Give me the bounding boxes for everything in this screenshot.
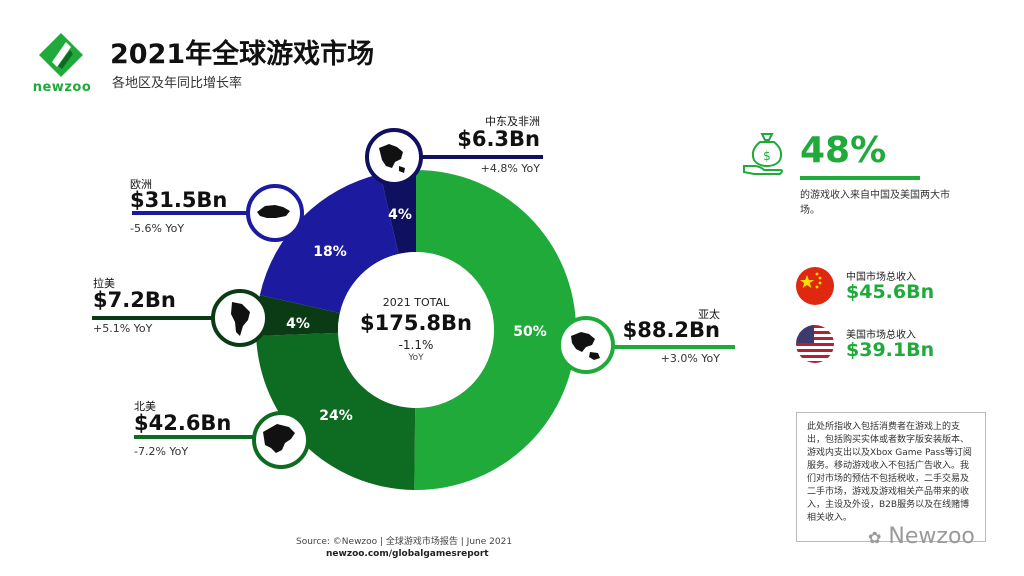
slice-north-america — [256, 332, 416, 490]
usa-flag-icon — [796, 325, 834, 363]
slice-percent-latam: 4% — [286, 316, 310, 332]
map-bubble-latam — [211, 289, 269, 347]
china-flag-icon — [796, 267, 834, 305]
map-bubble-apac — [557, 316, 615, 374]
money-bag-hand-icon: $ — [743, 133, 783, 175]
north-america-map-icon — [263, 424, 295, 453]
region-yoy-mea: +4.8% YoY — [480, 162, 540, 175]
europe-map-icon — [257, 205, 290, 218]
region-yoy-europe: -5.6% YoY — [130, 222, 185, 235]
slice-percent-labels: 50% 24% 4% 18% 4% — [286, 207, 547, 424]
region-label-north-america: 北美 — [134, 400, 156, 413]
center-yoy-label: YoY — [408, 353, 424, 363]
map-bubble-europe — [246, 184, 304, 242]
stat-percent: 48% — [800, 130, 887, 171]
region-yoy-north-america: -7.2% YoY — [134, 445, 189, 458]
region-value-mea: $6.3Bn — [457, 127, 540, 151]
slice-percent-mea: 4% — [388, 207, 412, 223]
slice-apac — [414, 170, 576, 490]
region-value-north-america: $42.6Bn — [134, 411, 232, 435]
china-market-value: $45.6Bn — [846, 281, 935, 303]
region-yoy-apac: +3.0% YoY — [660, 352, 720, 365]
source-line: Source: ©Newzoo | 全球游戏市场报告 | June 2021 — [296, 537, 513, 547]
center-total-value: $175.8Bn — [360, 311, 472, 335]
wechat-icon: ✿ — [868, 528, 882, 547]
watermark-text: Newzoo — [888, 524, 975, 549]
page-title: 2021年全球游戏市场 — [110, 39, 375, 70]
region-label-latam: 拉美 — [93, 277, 115, 290]
slice-mea — [380, 170, 416, 254]
slice-europe — [259, 174, 399, 313]
region-value-latam: $7.2Bn — [93, 288, 176, 312]
slice-percent-north-america: 24% — [319, 408, 353, 424]
stat-caption: 的游戏收入来自中国及美国两大市场。 — [800, 190, 950, 216]
map-bubble-mea — [365, 128, 423, 186]
donut-hole — [338, 252, 494, 408]
slice-percent-apac: 50% — [513, 324, 547, 340]
latin-america-map-icon — [231, 302, 250, 336]
region-label-mea: 中东及非洲 — [485, 115, 540, 128]
region-value-europe: $31.5Bn — [130, 188, 228, 212]
slice-percent-europe: 18% — [313, 244, 347, 260]
page-subtitle: 各地区及年同比增长率 — [112, 76, 243, 91]
donut-slices — [255, 170, 576, 490]
region-label-apac: 亚太 — [698, 308, 720, 321]
svg-text:$: $ — [763, 149, 771, 163]
center-total-label: 2021 TOTAL — [382, 296, 450, 309]
region-yoy-latam: +5.1% YoY — [93, 322, 153, 335]
newzoo-logo-icon — [39, 33, 83, 77]
center-yoy-value: -1.1% — [398, 338, 434, 352]
region-label-europe: 欧洲 — [130, 178, 152, 191]
stat-underline — [800, 176, 920, 180]
slice-latam — [255, 295, 340, 337]
source-url[interactable]: newzoo.com/globalgamesreport — [326, 549, 489, 559]
china-market-label: 中国市场总收入 — [846, 272, 916, 283]
middle-east-africa-map-icon — [379, 144, 405, 173]
map-bubble-north-america — [252, 411, 310, 469]
us-market-label: 美国市场总收入 — [846, 330, 916, 341]
asia-pacific-map-icon — [571, 332, 600, 360]
region-value-apac: $88.2Bn — [622, 318, 720, 342]
brand-name: newzoo — [32, 80, 92, 95]
notes-box: 此处所指收入包括消费者在游戏上的支出，包括购买实体或者数字版安装版本、游戏内支出… — [796, 412, 986, 542]
us-market-value: $39.1Bn — [846, 339, 935, 361]
watermark: ✿ Newzoo — [868, 524, 975, 549]
